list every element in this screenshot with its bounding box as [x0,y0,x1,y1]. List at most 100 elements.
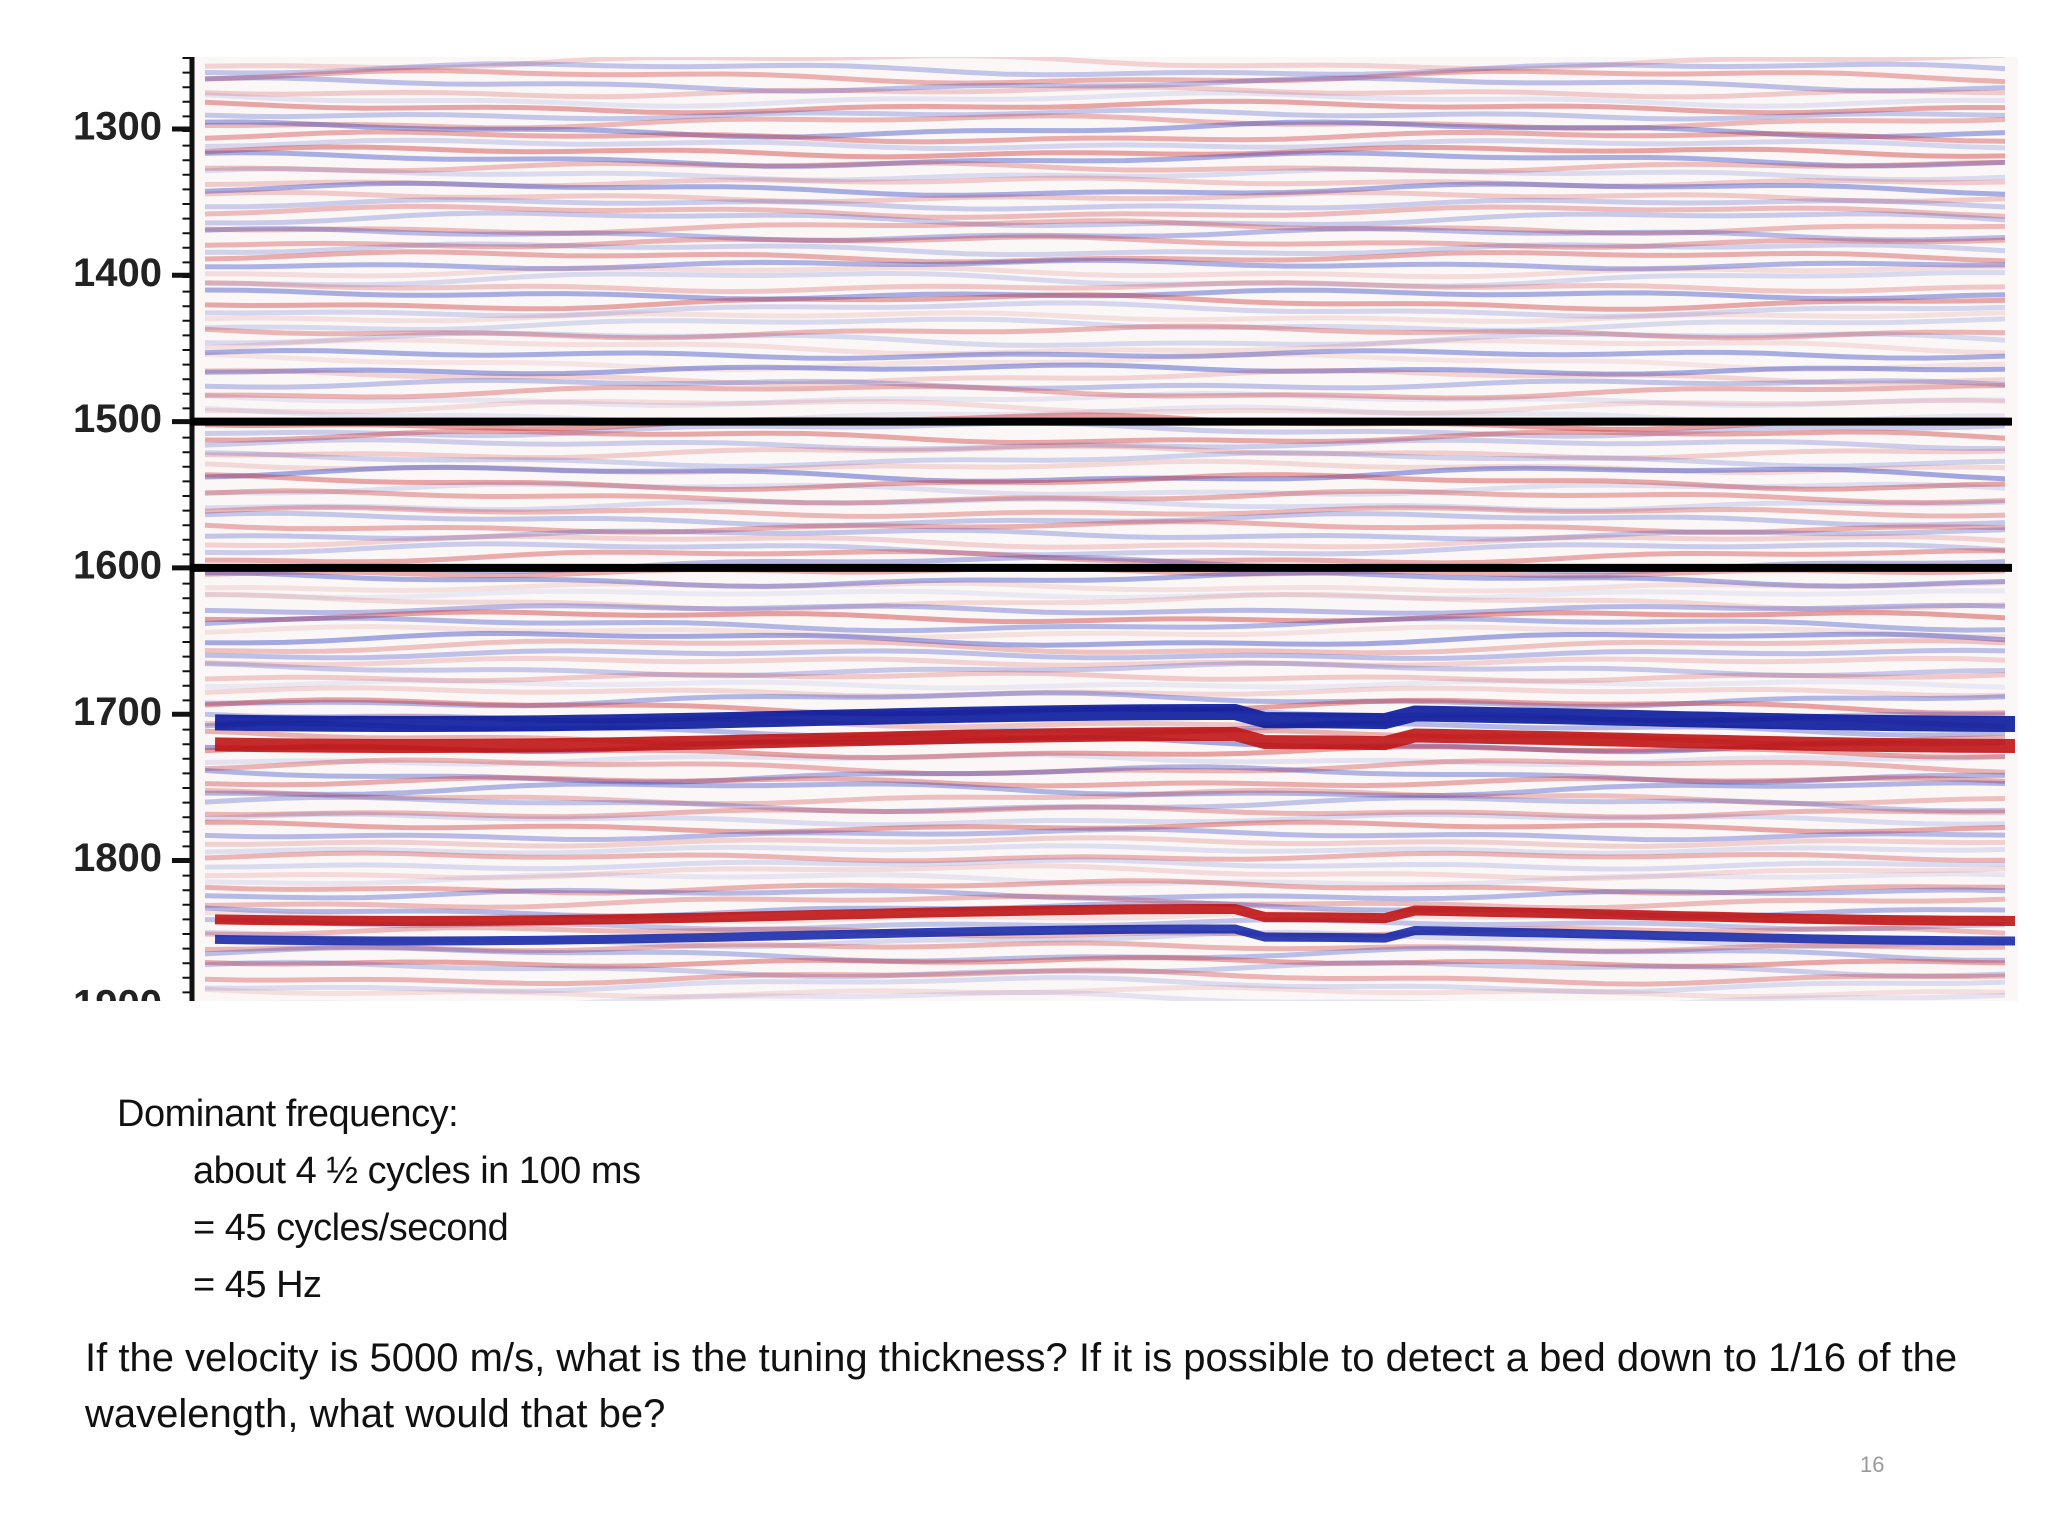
trace-band [204,878,2006,896]
trace-band [204,443,2006,461]
trace-band [204,75,2006,94]
trace-band [204,678,2006,691]
trace-band [204,450,2006,469]
trace-band [204,893,2006,911]
trace-band [204,241,2006,258]
trace-band [204,527,2006,542]
trace-band [204,137,2006,152]
strong-reflector [214,704,2016,732]
trace-band [204,811,2006,828]
trace-band [204,367,2006,387]
trace-band [204,533,2006,550]
trace-band [204,504,2006,519]
trace-band [204,857,2006,872]
seismic-background [188,57,2018,1001]
trace-band [204,967,2006,987]
tick-label: 1300 [73,105,162,149]
time-axis: 1300 1400 1500 1600 1700 1800 1900 [73,57,195,1001]
trace-band [204,804,2006,820]
trace-band [204,210,2006,229]
trace-band [204,609,2006,625]
trace-band [252,989,2006,1001]
trace-band [204,287,2006,302]
trace-band [204,548,2005,566]
trace-band [204,397,2006,416]
trace-band [204,377,2006,391]
trace-band [204,615,2006,634]
notes-line: = 45 cycles/second [193,1207,509,1249]
trace-band [204,940,2006,954]
trace-band [204,337,2006,357]
trace-band [204,955,2006,969]
trace-band [204,249,2006,265]
trace-band [204,61,2006,78]
trace-band [204,300,2006,319]
trace-band [204,984,2006,1000]
trace-band [204,670,2006,684]
trace-band [204,580,2006,594]
trace-band [204,166,2006,183]
trace-band [204,119,2006,140]
trace-band [204,752,2006,768]
trace-band [204,264,2006,280]
trace-band [204,347,2006,361]
trace-band [204,630,2006,648]
trace-band [204,959,2006,980]
trace-band [204,496,2006,513]
trace-band [204,519,2006,535]
trace-band [204,623,2006,640]
trace-band [204,437,2005,452]
trace-band [204,351,2006,373]
trace-band [204,780,2006,799]
tick-label: 1600 [73,543,162,587]
trace-band [204,159,2006,174]
trace-band [204,175,2006,189]
strong-reflector [214,924,2016,946]
tick-label: 1800 [73,836,162,880]
trace-band [204,591,2006,613]
tick-label: 1400 [73,251,162,295]
trace-band [204,481,2006,497]
trace-band [204,225,2006,243]
tick-label: 1500 [73,397,162,441]
trace-band [204,826,2006,843]
page-number: 16 [1860,1452,1885,1477]
trace-band [204,362,2006,377]
trace-band [204,98,2006,116]
notes-heading: Dominant frequency: [117,1093,459,1135]
trace-band [204,234,2006,250]
trace-band [204,458,2006,476]
trace-band [204,975,2006,995]
trace-band [204,292,2006,312]
strong-reflector [214,727,2016,753]
trace-band [204,887,2006,902]
trace-band [204,588,2006,601]
trace-band [204,84,2006,100]
trace-band [204,863,2006,882]
trace-band [204,180,2006,198]
trace-band [204,390,2006,408]
trace-band [204,257,2006,272]
question: If the velocity is 5000 m/s, what is the… [85,1336,1958,1436]
trace-band [204,310,2006,324]
trace-band [204,383,2006,401]
trace-band [204,189,2006,205]
trace-band [204,488,2006,506]
trace-band [204,685,2006,699]
trace-band [204,757,2006,777]
trace-band [204,871,2006,888]
trace-band [204,144,2006,160]
trace-band [204,218,2006,237]
trace-band [204,107,2006,122]
trace-band [204,787,2006,807]
trace-band [204,945,2006,964]
trace-band [204,602,2006,616]
trace-band [204,203,2006,220]
trace-band [204,638,2006,656]
trace-band [204,68,2006,86]
trace-band [204,472,2006,493]
trace-band [204,269,2006,289]
trace-band [204,113,2006,132]
trace-band [204,794,2006,815]
trace-band [204,279,2006,295]
